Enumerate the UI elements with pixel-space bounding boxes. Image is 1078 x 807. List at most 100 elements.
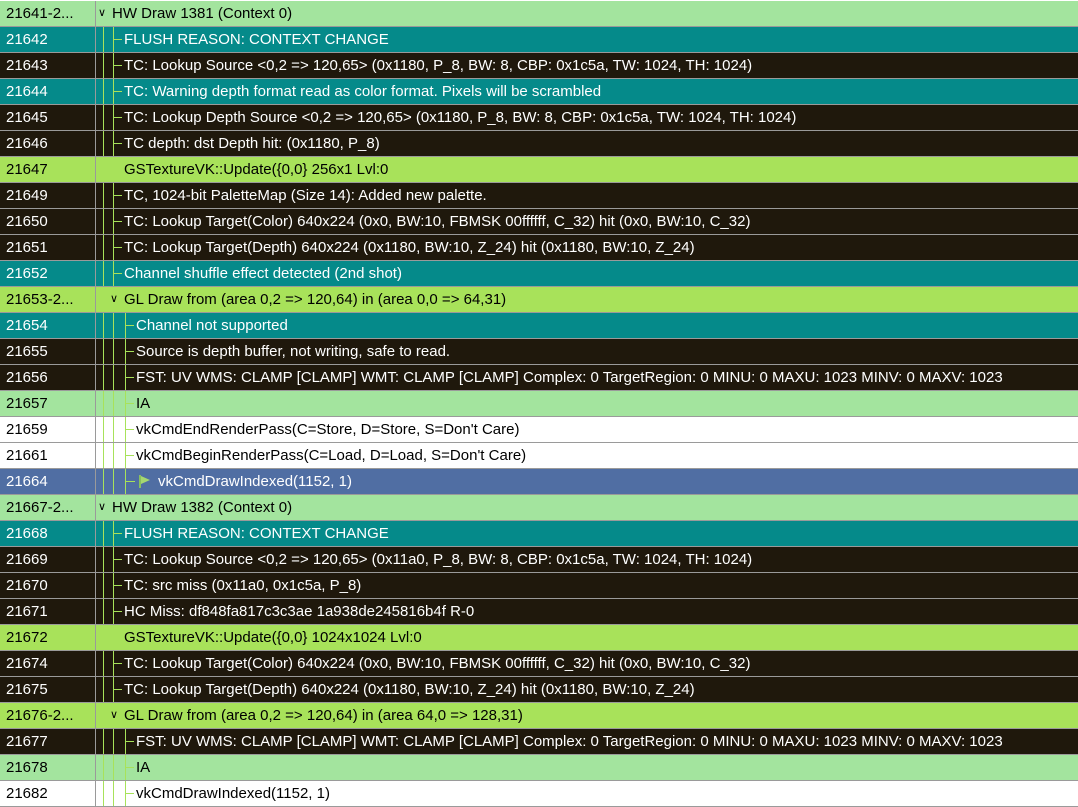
- tree-guide-line: [103, 729, 104, 754]
- log-row[interactable]: 21641-2... ∨ HW Draw 1381 (Context 0): [0, 1, 1078, 27]
- log-row[interactable]: 21653-2... ∨ GL Draw from (area 0,2 => 120…: [0, 287, 1078, 313]
- log-row[interactable]: 21669 TC: Lookup Source <0,2 => 120,65> (…: [0, 547, 1078, 573]
- log-row[interactable]: 21654 Channel not supported: [0, 313, 1078, 339]
- tree-guide-line: [103, 599, 104, 624]
- chevron-down-icon[interactable]: ∨: [110, 709, 119, 721]
- row-message: IA: [136, 395, 151, 412]
- row-message: vkCmdDrawIndexed(1152, 1): [136, 785, 330, 802]
- tree-guide-line: [113, 313, 114, 338]
- row-message: FLUSH REASON: CONTEXT CHANGE: [124, 525, 389, 542]
- tree-guide-line: [103, 339, 104, 364]
- log-row[interactable]: 21670 TC: src miss (0x11a0, 0x1c5a, P_8): [0, 573, 1078, 599]
- row-message: TC: Lookup Source <0,2 => 120,65> (0x118…: [124, 57, 753, 74]
- log-row[interactable]: 21667-2... ∨ HW Draw 1382 (Context 0): [0, 495, 1078, 521]
- row-message: GL Draw from (area 0,2 => 120,64) in (ar…: [124, 291, 507, 308]
- log-row[interactable]: 21659 vkCmdEndRenderPass(C=Store, D=Store…: [0, 417, 1078, 443]
- row-id: 21669: [0, 547, 96, 572]
- log-row[interactable]: 21656 FST: UV WMS: CLAMP [CLAMP] WMT: CLA…: [0, 365, 1078, 391]
- row-id: 21668: [0, 521, 96, 546]
- log-row[interactable]: 21651 TC: Lookup Target(Depth) 640x224 (0…: [0, 235, 1078, 261]
- row-id: 21644: [0, 79, 96, 104]
- tree-branch-line: [113, 585, 122, 586]
- log-row[interactable]: 21682 vkCmdDrawIndexed(1152, 1): [0, 781, 1078, 807]
- tree-guide-line: [113, 469, 114, 494]
- tree-guide-line: [103, 313, 104, 338]
- log-row[interactable]: 21645 TC: Lookup Depth Source <0,2 => 120…: [0, 105, 1078, 131]
- log-row[interactable]: 21661 vkCmdBeginRenderPass(C=Load, D=Load…: [0, 443, 1078, 469]
- row-id: 21647: [0, 157, 96, 182]
- row-id: 21667-2...: [0, 495, 96, 520]
- tree-guide-line: [103, 365, 104, 390]
- row-id: 21654: [0, 313, 96, 338]
- row-id: 21643: [0, 53, 96, 78]
- chevron-down-icon[interactable]: ∨: [98, 7, 107, 19]
- log-row[interactable]: 21642 FLUSH REASON: CONTEXT CHANGE: [0, 27, 1078, 53]
- row-message: TC: Lookup Target(Depth) 640x224 (0x1180…: [124, 239, 695, 256]
- chevron-down-icon[interactable]: ∨: [98, 501, 107, 513]
- tree-guide-line: [103, 677, 104, 702]
- row-id: 21672: [0, 625, 96, 650]
- row-id: 21678: [0, 755, 96, 780]
- log-row[interactable]: 21652 Channel shuffle effect detected (2n…: [0, 261, 1078, 287]
- log-row[interactable]: 21674 TC: Lookup Target(Color) 640x224 (0…: [0, 651, 1078, 677]
- tree-guide-line: [103, 209, 104, 234]
- tree-guide-line: [103, 469, 104, 494]
- tree-branch-line: [113, 611, 122, 612]
- row-message: HW Draw 1381 (Context 0): [112, 5, 293, 22]
- log-row[interactable]: 21650 TC: Lookup Target(Color) 640x224 (0…: [0, 209, 1078, 235]
- row-message: Channel not supported: [136, 317, 288, 334]
- row-message: TC depth: dst Depth hit: (0x1180, P_8): [124, 135, 380, 152]
- row-message: vkCmdBeginRenderPass(C=Load, D=Load, S=D…: [136, 447, 527, 464]
- tree-branch-line: [113, 663, 122, 664]
- tree-branch-line: [125, 351, 134, 352]
- log-row[interactable]: 21668 FLUSH REASON: CONTEXT CHANGE: [0, 521, 1078, 547]
- log-row[interactable]: 21676-2... ∨ GL Draw from (area 0,2 => 120…: [0, 703, 1078, 729]
- row-message: HW Draw 1382 (Context 0): [112, 499, 293, 516]
- tree-branch-line: [125, 377, 134, 378]
- tree-guide-line: [113, 755, 114, 780]
- row-id: 21677: [0, 729, 96, 754]
- tree-branch-line: [113, 195, 122, 196]
- log-row[interactable]: 21672 GSTextureVK::Update({0,0} 1024x1024…: [0, 625, 1078, 651]
- tree-guide-line: [103, 521, 104, 546]
- tree-guide-line: [103, 651, 104, 676]
- tree-guide-line: [103, 755, 104, 780]
- tree-branch-line: [125, 741, 134, 742]
- tree-guide-line: [103, 547, 104, 572]
- row-id: 21674: [0, 651, 96, 676]
- log-row[interactable]: 21677 FST: UV WMS: CLAMP [CLAMP] WMT: CLA…: [0, 729, 1078, 755]
- log-row[interactable]: 21647 GSTextureVK::Update({0,0} 256x1 Lvl…: [0, 157, 1078, 183]
- row-message: vkCmdEndRenderPass(C=Store, D=Store, S=D…: [136, 421, 520, 438]
- row-id: 21653-2...: [0, 287, 96, 312]
- row-message: HC Miss: df848fa817c3c3ae 1a938de245816b…: [124, 603, 475, 620]
- log-row[interactable]: 21678 IA: [0, 755, 1078, 781]
- tree-branch-line: [113, 559, 122, 560]
- row-id: 21652: [0, 261, 96, 286]
- log-row[interactable]: 21671 HC Miss: df848fa817c3c3ae 1a938de24…: [0, 599, 1078, 625]
- tree-branch-line: [113, 273, 122, 274]
- log-row[interactable]: 21646 TC depth: dst Depth hit: (0x1180, P…: [0, 131, 1078, 157]
- tree-guide-line: [113, 339, 114, 364]
- tree-branch-line: [113, 247, 122, 248]
- row-id: 21675: [0, 677, 96, 702]
- row-id: 21651: [0, 235, 96, 260]
- tree-guide-line: [103, 703, 104, 728]
- row-message: TC: Warning depth format read as color f…: [124, 83, 602, 100]
- log-row[interactable]: 21675 TC: Lookup Target(Depth) 640x224 (0…: [0, 677, 1078, 703]
- log-row[interactable]: 21644 TC: Warning depth format read as co…: [0, 79, 1078, 105]
- log-row[interactable]: 21649 TC, 1024-bit PaletteMap (Size 14): …: [0, 183, 1078, 209]
- log-row[interactable]: 21664 vkCmdDrawIndexed(1152, 1): [0, 469, 1078, 495]
- log-row[interactable]: 21657 IA: [0, 391, 1078, 417]
- tree-guide-line: [103, 417, 104, 442]
- tree-guide-line: [103, 781, 104, 806]
- log-row[interactable]: 21655 Source is depth buffer, not writing…: [0, 339, 1078, 365]
- log-row[interactable]: 21643 TC: Lookup Source <0,2 => 120,65> (…: [0, 53, 1078, 79]
- tree-branch-line: [113, 91, 122, 92]
- tree-branch-line: [125, 429, 134, 430]
- tree-guide-line: [103, 235, 104, 260]
- row-id: 21649: [0, 183, 96, 208]
- chevron-down-icon[interactable]: ∨: [110, 293, 119, 305]
- row-message: TC: Lookup Target(Depth) 640x224 (0x1180…: [124, 681, 695, 698]
- row-id: 21656: [0, 365, 96, 390]
